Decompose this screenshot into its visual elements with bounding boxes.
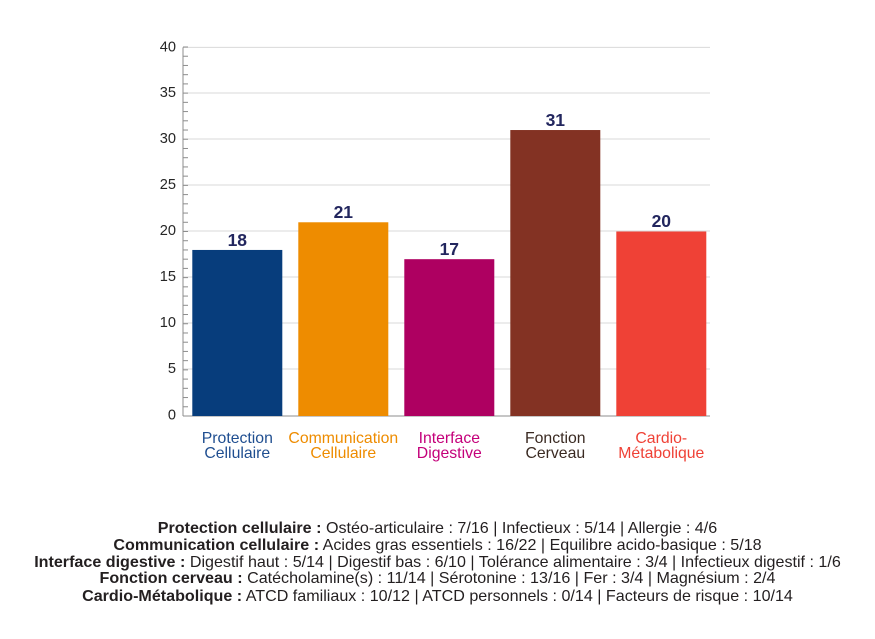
svg-text:Cellulaire: Cellulaire — [310, 445, 376, 462]
svg-text:15: 15 — [160, 269, 176, 285]
svg-text:20: 20 — [160, 223, 176, 239]
svg-text:25: 25 — [160, 177, 176, 193]
svg-text:Cerveau: Cerveau — [525, 445, 585, 462]
svg-text:Métabolique: Métabolique — [618, 445, 704, 462]
svg-text:5: 5 — [168, 361, 176, 377]
svg-text:30: 30 — [160, 131, 176, 147]
svg-text:20: 20 — [652, 211, 672, 231]
svg-text:Cellulaire: Cellulaire — [204, 445, 270, 462]
svg-text:10: 10 — [160, 315, 176, 331]
svg-text:18: 18 — [228, 230, 248, 250]
svg-text:31: 31 — [546, 110, 566, 130]
svg-text:40: 40 — [160, 40, 176, 56]
svg-text:Digestive: Digestive — [417, 445, 482, 462]
svg-text:35: 35 — [160, 85, 176, 101]
svg-text:0: 0 — [168, 408, 176, 424]
svg-text:17: 17 — [440, 239, 459, 259]
svg-text:21: 21 — [334, 202, 354, 222]
